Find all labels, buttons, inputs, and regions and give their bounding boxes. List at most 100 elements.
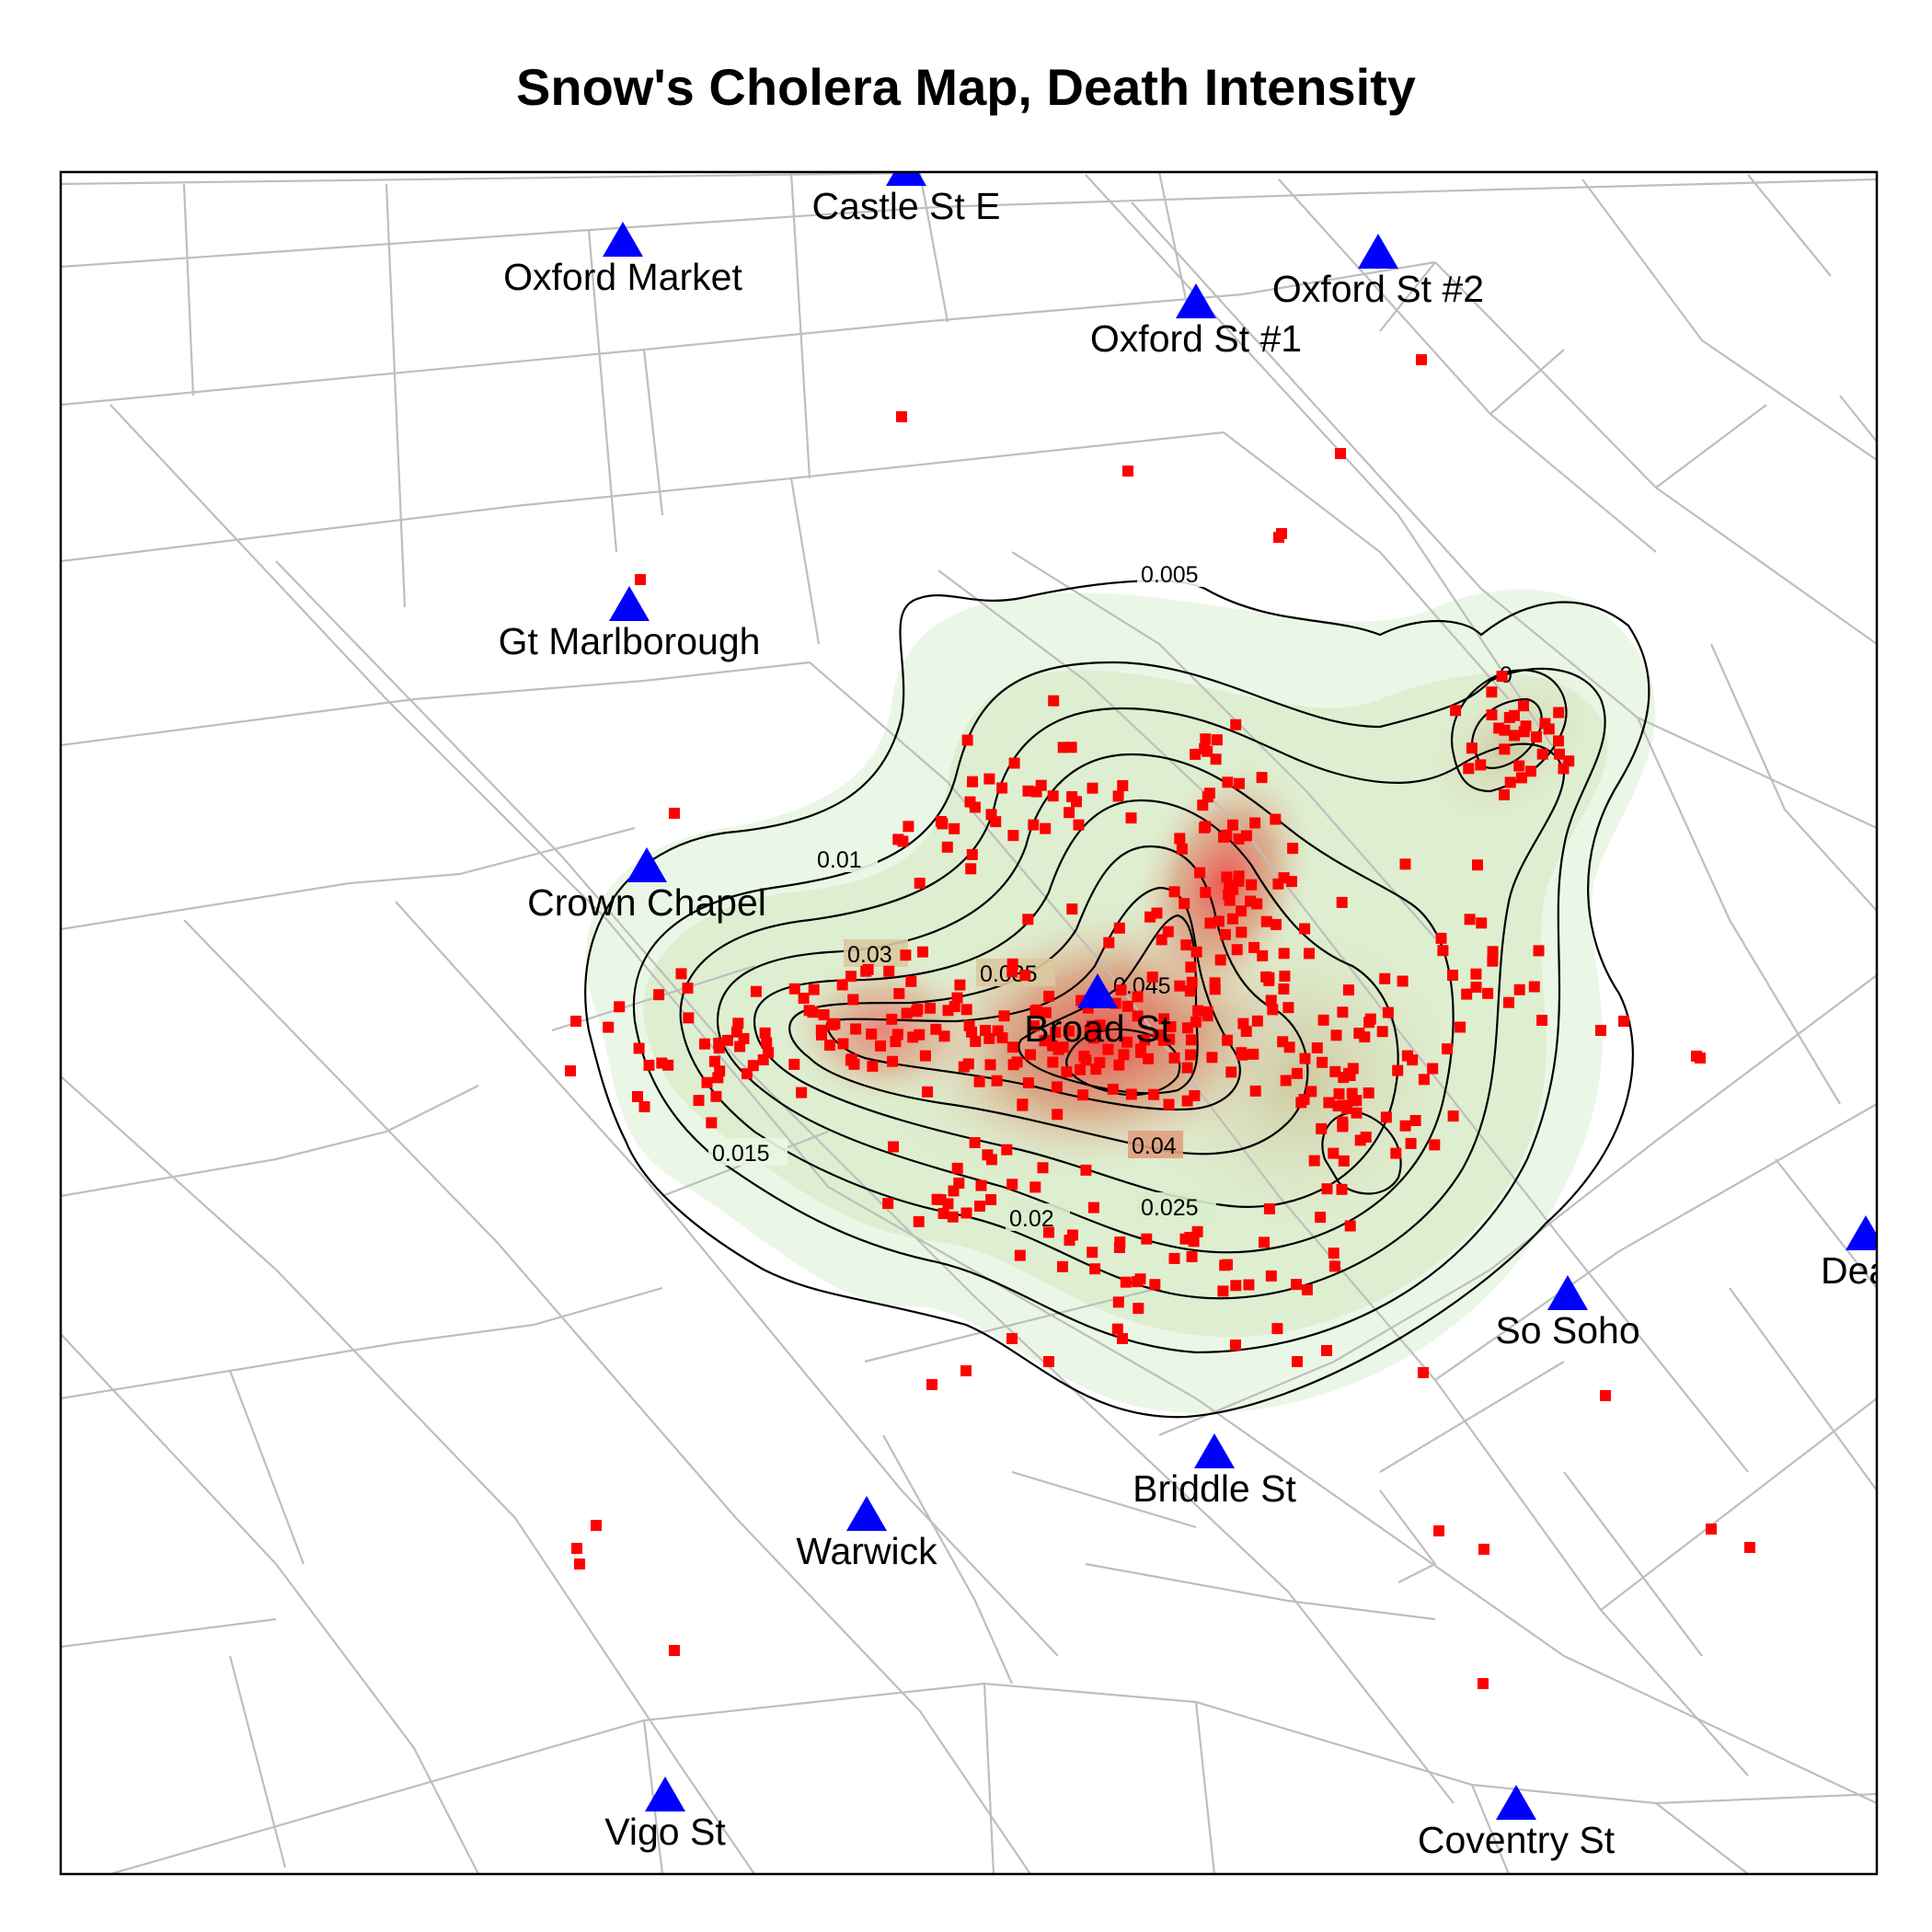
death-marker bbox=[925, 1002, 936, 1014]
death-marker bbox=[1221, 871, 1233, 883]
pump-crown-chapel[interactable]: Crown Chapel bbox=[527, 847, 766, 924]
street bbox=[1223, 431, 1510, 700]
death-marker bbox=[1230, 719, 1242, 730]
death-marker bbox=[1243, 1279, 1255, 1291]
pump-briddle-st[interactable]: Briddle St bbox=[1133, 1433, 1296, 1510]
death-marker bbox=[1618, 1016, 1629, 1027]
street bbox=[61, 260, 1436, 407]
death-marker bbox=[1246, 879, 1258, 891]
death-marker bbox=[1176, 843, 1188, 855]
pump-label: Crown Chapel bbox=[527, 881, 766, 924]
death-marker bbox=[1291, 1279, 1302, 1291]
pump-triangle-icon[interactable] bbox=[1846, 1215, 1886, 1250]
death-marker bbox=[1200, 887, 1212, 898]
death-marker bbox=[1595, 1025, 1606, 1036]
pump-triangle-icon[interactable] bbox=[1547, 1275, 1588, 1310]
death-marker bbox=[1499, 724, 1511, 736]
death-marker bbox=[888, 1141, 899, 1153]
death-marker bbox=[759, 1027, 771, 1039]
pump-triangle-icon[interactable] bbox=[1194, 1433, 1235, 1468]
street bbox=[1131, 201, 1877, 829]
pump-so-soho[interactable]: So Soho bbox=[1495, 1275, 1640, 1351]
death-marker bbox=[900, 949, 912, 961]
death-marker bbox=[1066, 903, 1078, 915]
death-marker bbox=[1337, 1119, 1349, 1131]
street bbox=[1085, 174, 1565, 765]
pump-triangle-icon[interactable] bbox=[1496, 1785, 1536, 1820]
street bbox=[61, 431, 1225, 563]
death-marker bbox=[1475, 759, 1487, 771]
pump-vigo-st[interactable]: Vigo St bbox=[604, 1777, 726, 1853]
pump-triangle-icon[interactable] bbox=[1077, 973, 1118, 1008]
pump-triangle-icon[interactable] bbox=[1358, 234, 1398, 269]
street bbox=[61, 1075, 755, 1874]
death-marker bbox=[633, 1042, 645, 1054]
death-marker bbox=[1292, 1356, 1303, 1367]
pump-oxford-st-1[interactable]: Oxford St #1 bbox=[1090, 283, 1302, 360]
death-marker bbox=[1118, 1049, 1130, 1061]
death-marker bbox=[1008, 757, 1020, 769]
pump-triangle-icon[interactable] bbox=[645, 1777, 685, 1811]
death-marker bbox=[1017, 1098, 1029, 1110]
map-title: Snow's Cholera Map, Death Intensity bbox=[516, 58, 1416, 116]
pump-triangle-icon[interactable] bbox=[609, 586, 650, 621]
death-marker bbox=[1125, 1088, 1137, 1100]
pump-triangle-icon[interactable] bbox=[846, 1496, 887, 1531]
death-marker bbox=[1048, 695, 1060, 707]
death-marker bbox=[1447, 970, 1458, 981]
death-marker bbox=[1186, 1251, 1198, 1262]
death-marker bbox=[1533, 945, 1545, 957]
pump-label: Castle St E bbox=[811, 185, 1000, 227]
pump-triangle-icon[interactable] bbox=[603, 222, 643, 257]
pump-triangle-icon[interactable] bbox=[1176, 283, 1216, 318]
contour-label: 0.01 bbox=[817, 847, 862, 873]
death-marker bbox=[961, 734, 973, 746]
death-marker bbox=[1149, 1279, 1161, 1291]
pump-oxford-market[interactable]: Oxford Market bbox=[503, 222, 742, 298]
pump-label: Oxford St #1 bbox=[1090, 317, 1302, 360]
death-marker bbox=[1087, 1202, 1099, 1213]
street bbox=[61, 872, 461, 931]
pump-gt-marlborough[interactable]: Gt Marlborough bbox=[499, 586, 761, 662]
death-marker bbox=[635, 574, 646, 585]
death-marker bbox=[1200, 733, 1212, 745]
pump-warwick[interactable]: Warwick bbox=[796, 1496, 937, 1572]
death-marker bbox=[1298, 1094, 1310, 1105]
death-marker bbox=[788, 1058, 800, 1070]
death-marker bbox=[798, 993, 810, 1005]
death-marker bbox=[1237, 1018, 1249, 1029]
death-marker bbox=[1217, 1285, 1229, 1297]
death-marker bbox=[1342, 984, 1354, 996]
death-marker bbox=[922, 1086, 934, 1098]
pump-dean[interactable]: Dean bbox=[1821, 1215, 1911, 1292]
death-marker bbox=[1222, 1034, 1233, 1046]
death-marker bbox=[699, 1038, 710, 1050]
death-marker bbox=[1249, 1085, 1261, 1097]
street bbox=[275, 1085, 479, 1161]
death-marker bbox=[1084, 1025, 1096, 1037]
death-marker bbox=[963, 1019, 975, 1031]
death-marker bbox=[683, 1012, 695, 1024]
death-marker bbox=[1503, 996, 1514, 1008]
death-marker bbox=[1179, 898, 1190, 910]
pump-triangle-icon[interactable] bbox=[886, 151, 926, 186]
death-marker bbox=[919, 1050, 931, 1062]
pump-triangle-icon[interactable] bbox=[627, 847, 667, 882]
pump-coventry-st[interactable]: Coventry St bbox=[1418, 1785, 1616, 1861]
death-marker bbox=[1486, 686, 1498, 698]
street bbox=[882, 1434, 1014, 1685]
pump-broad-st[interactable]: Broad St bbox=[1024, 973, 1171, 1050]
death-marker bbox=[829, 1018, 841, 1029]
contour-label: 0.015 bbox=[712, 1141, 770, 1167]
death-marker bbox=[1553, 707, 1565, 719]
death-marker bbox=[669, 808, 680, 819]
street bbox=[385, 183, 407, 608]
death-marker bbox=[1121, 1000, 1133, 1012]
pump-castle-st-e[interactable]: Castle St E bbox=[811, 151, 1001, 227]
death-marker bbox=[1102, 1043, 1114, 1055]
death-marker bbox=[1077, 1089, 1089, 1101]
pump-oxford-st-2[interactable]: Oxford St #2 bbox=[1272, 234, 1484, 310]
death-marker bbox=[1563, 755, 1575, 767]
death-marker bbox=[917, 946, 928, 958]
